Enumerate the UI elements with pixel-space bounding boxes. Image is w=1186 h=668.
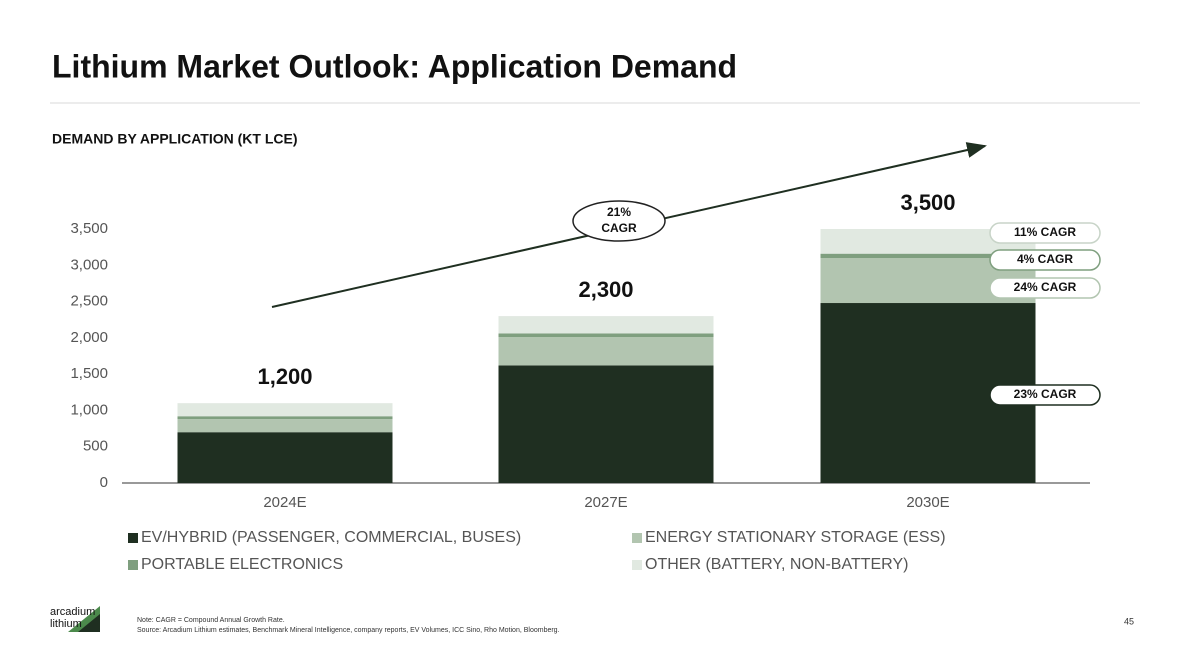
legend-swatch (632, 560, 642, 570)
legend-swatch (128, 533, 138, 543)
cagr-pill (989, 277, 1101, 299)
total-label: 1,200 (257, 364, 312, 389)
bar-segment (498, 337, 714, 366)
y-tick-label: 3,000 (70, 256, 108, 273)
bar-segment (498, 333, 714, 338)
x-tick-label: 2024E (263, 494, 306, 511)
bar-segment (177, 416, 393, 420)
arrow-label: CAGR (601, 221, 637, 235)
y-tick-label: 1,500 (70, 365, 108, 382)
cagr-pill (989, 222, 1101, 244)
bar-segment (177, 403, 393, 417)
bar-segment (177, 419, 393, 433)
legend-swatch (128, 560, 138, 570)
legend-label: OTHER (BATTERY, NON-BATTERY) (645, 556, 908, 573)
bar-segment (177, 432, 393, 483)
cagr-label: 23% CAGR (1014, 387, 1077, 401)
legend-label: ENERGY STATIONARY STORAGE (ESS) (645, 529, 946, 546)
source-note: Source: Arcadium Lithium estimates, Benc… (137, 627, 560, 634)
cagr-pill (989, 249, 1101, 271)
x-tick-label: 2027E (584, 494, 627, 511)
y-tick-label: 3,500 (70, 220, 108, 237)
cagr-label: 4% CAGR (1017, 252, 1073, 266)
y-tick-label: 0 (100, 474, 108, 491)
total-label: 2,300 (578, 277, 633, 302)
slide-title: Lithium Market Outlook: Application Dema… (52, 48, 737, 84)
y-tick-label: 500 (83, 438, 108, 455)
x-tick-label: 2030E (906, 494, 949, 511)
y-tick-label: 2,000 (70, 329, 108, 346)
bar-segment (498, 316, 714, 334)
legend-label: EV/HYBRID (PASSENGER, COMMERCIAL, BUSES) (141, 529, 521, 546)
bar-segment (820, 253, 1036, 259)
y-tick-label: 2,500 (70, 293, 108, 310)
legend-label: PORTABLE ELECTRONICS (141, 556, 343, 573)
arrow-label-bubble (572, 200, 666, 242)
arrow-label: 21% (607, 205, 631, 219)
total-label: 3,500 (900, 190, 955, 215)
legend-swatch (632, 533, 642, 543)
cagr-pill (989, 384, 1101, 406)
cagr-label: 11% CAGR (1014, 225, 1076, 239)
chart-subtitle: DEMAND BY APPLICATION (KT LCE) (52, 131, 298, 147)
page-number: 45 (1124, 616, 1134, 626)
logo-text: arcadium (50, 606, 95, 618)
logo-mark (78, 614, 100, 632)
cagr-label: 24% CAGR (1014, 280, 1077, 294)
y-tick-label: 1,000 (70, 401, 108, 418)
footnote: Note: CAGR = Compound Annual Growth Rate… (137, 617, 285, 624)
logo-text: lithium (50, 618, 82, 630)
bar-segment (498, 365, 714, 483)
